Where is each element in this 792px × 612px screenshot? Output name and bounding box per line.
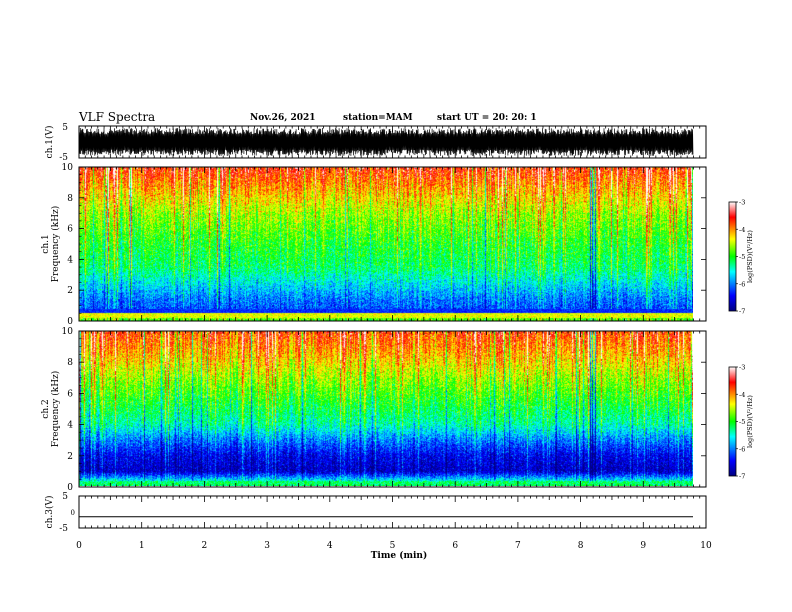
ch2-spectrogram-ylabel-frequency: Frequency (kHz) <box>50 371 61 448</box>
colorbar-tick-label: -3 <box>739 199 745 207</box>
colorbar-tick-label: -6 <box>739 280 745 288</box>
x-tick-label: 5 <box>390 541 396 551</box>
x-tick-label: 4 <box>327 541 333 551</box>
ch1-spectrogram-ylabel-channel: ch.1 <box>41 234 51 253</box>
ch1-ytick-bottom: -5 <box>59 153 68 163</box>
ch1-colorbar: -3 -4 -5 -6 -7 log(PSD)(V²/Hz) <box>728 199 754 316</box>
y-tick-label: 6 <box>67 225 73 235</box>
colorbar-tick-label: -7 <box>739 308 745 316</box>
colorbar-label: log(PSD)(V²/Hz) <box>746 230 754 283</box>
y-tick-label: 2 <box>67 452 73 462</box>
ch2-spectrogram-ylabel-channel: ch.2 <box>41 399 51 418</box>
station-label: station=MAM <box>343 113 413 123</box>
colorbar-tick-label: -6 <box>739 445 745 453</box>
ch1-spectrogram-panel: 0 2 4 6 8 10 ch.1 Frequency (kHz) -3 -4 -5 -6 -7 l… <box>41 163 754 327</box>
x-tick-label: 1 <box>139 541 145 551</box>
y-tick-label: 10 <box>62 327 74 337</box>
y-tick-label: 4 <box>67 421 73 431</box>
colorbar-tick-label: -5 <box>739 418 745 426</box>
x-tick-label: 3 <box>264 541 270 551</box>
ch3-waveform-ylabel: ch.3(V) <box>44 496 55 529</box>
x-tick-label: 10 <box>700 541 712 551</box>
ch3-waveform-panel: 5 0 -5 ch.3(V) <box>44 492 707 534</box>
ch3-ytick-bottom: -5 <box>59 524 68 534</box>
chart-title: VLF Spectra <box>79 110 156 124</box>
date-label: Nov.26, 2021 <box>250 113 316 123</box>
y-tick-label: 8 <box>67 358 73 368</box>
y-tick-label: 4 <box>67 255 73 265</box>
x-tick-label: 0 <box>76 541 82 551</box>
ch3-ytick-middle: 0 <box>71 509 75 517</box>
y-tick-label: 0 <box>67 483 73 493</box>
x-axis-label: Time (min) <box>371 550 428 561</box>
x-tick-label: 6 <box>452 541 458 551</box>
y-tick-label: 0 <box>67 317 73 327</box>
ch1-ytick-top: 5 <box>62 123 68 133</box>
x-tick-label: 7 <box>515 541 521 551</box>
x-tick-label: 9 <box>640 541 646 551</box>
colorbar-gradient <box>728 366 737 477</box>
ch2-colorbar: -3 -4 -5 -6 -7 log(PSD)(V²/Hz) <box>728 364 754 481</box>
y-tick-label: 8 <box>67 194 73 204</box>
colorbar-tick-label: -7 <box>739 473 745 481</box>
ch1-spectrogram-ylabel-frequency: Frequency (kHz) <box>50 206 61 283</box>
y-tick-label: 10 <box>62 163 74 173</box>
ch3-ytick-top: 5 <box>62 492 68 502</box>
x-axis-tick-labels: 0 1 2 3 4 5 6 7 8 9 10 <box>76 541 712 551</box>
y-tick-label: 6 <box>67 389 73 399</box>
ch2-spectrogram-heatmap <box>79 331 693 486</box>
colorbar-tick-label: -3 <box>739 364 745 372</box>
colorbar-tick-label: -5 <box>739 253 745 261</box>
ch1-signal-trace <box>79 127 694 157</box>
colorbar-tick-label: -4 <box>739 226 745 234</box>
x-tick-label: 2 <box>202 541 208 551</box>
ch1-spectrogram-heatmap <box>79 167 693 321</box>
colorbar-tick-label: -4 <box>739 391 745 399</box>
ch1-waveform-panel: 5 -5 ch.1(V) <box>44 123 707 163</box>
ch1-waveform-ylabel: ch.1(V) <box>44 126 55 159</box>
y-tick-label: 2 <box>67 286 73 296</box>
colorbar-gradient <box>728 201 737 312</box>
x-tick-label: 8 <box>578 541 584 551</box>
colorbar-label: log(PSD)(V²/Hz) <box>746 395 754 448</box>
start-time-label: start UT = 20: 20: 1 <box>437 113 537 123</box>
ch2-spectrogram-panel: 0 2 4 6 8 10 ch.2 Frequency (kHz) -3 -4 -5 -6 -7 l… <box>41 327 754 493</box>
